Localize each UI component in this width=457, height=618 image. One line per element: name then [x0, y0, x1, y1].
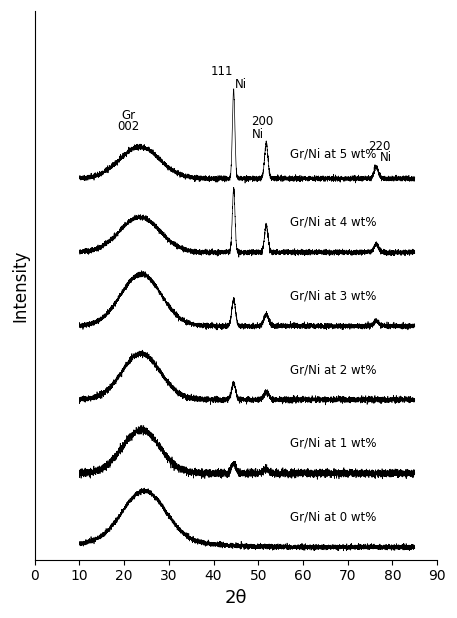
Text: Gr/Ni at 1 wt%: Gr/Ni at 1 wt% [290, 437, 376, 450]
Text: Gr/Ni at 0 wt%: Gr/Ni at 0 wt% [290, 510, 376, 523]
Text: Ni: Ni [234, 78, 247, 91]
Text: 220: 220 [368, 140, 390, 153]
Text: Gr/Ni at 4 wt%: Gr/Ni at 4 wt% [290, 216, 376, 229]
Text: Gr/Ni at 3 wt%: Gr/Ni at 3 wt% [290, 289, 376, 303]
Text: 002: 002 [117, 119, 140, 132]
Text: 200: 200 [251, 116, 274, 129]
Text: Ni: Ni [380, 151, 392, 164]
Text: Gr/Ni at 5 wt%: Gr/Ni at 5 wt% [290, 147, 376, 160]
Text: Ni: Ni [251, 128, 264, 141]
Text: Gr: Gr [122, 109, 136, 122]
X-axis label: 2θ: 2θ [225, 589, 247, 607]
Text: Gr/Ni at 2 wt%: Gr/Ni at 2 wt% [290, 363, 376, 376]
Y-axis label: Intensity: Intensity [11, 249, 29, 321]
Text: 111: 111 [210, 65, 233, 78]
